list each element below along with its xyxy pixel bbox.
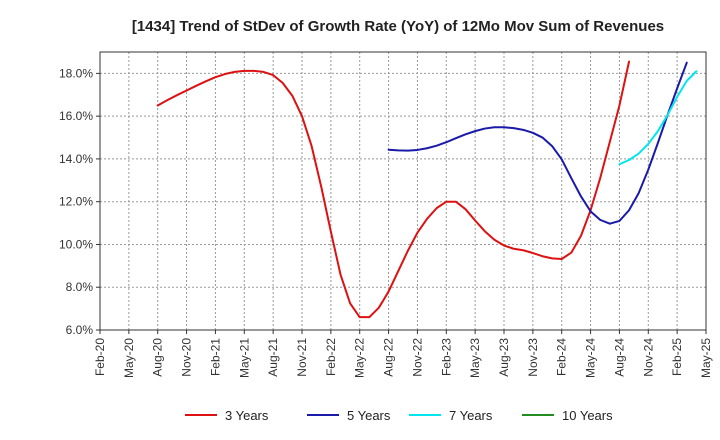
grid [99, 52, 707, 331]
x-tick-label: May-21 [237, 338, 251, 378]
x-tick-label: Feb-22 [324, 338, 338, 376]
y-axis-ticks: 6.0% 8.0% 10.0% 12.0% 14.0% 16.0% 18.0% [59, 66, 100, 337]
legend-label-10-years: 10 Years [562, 408, 613, 423]
x-axis-ticks: Feb-20 May-20 Aug-20 Nov-20 Feb-21 May-21 Aug-… [93, 330, 713, 378]
y-tick-label: 10.0% [59, 237, 93, 251]
x-tick-label: Aug-22 [382, 338, 396, 377]
x-tick-label: May-20 [122, 338, 136, 378]
x-tick-label: Feb-20 [93, 338, 107, 376]
x-tick-label: Nov-21 [295, 338, 309, 377]
legend: 3 Years 5 Years 7 Years 10 Years [185, 408, 613, 423]
y-tick-label: 14.0% [59, 152, 93, 166]
x-tick-label: Aug-21 [266, 338, 280, 377]
plot-frame [99, 51, 707, 331]
x-tick-label: Aug-23 [497, 338, 511, 377]
x-tick-label: Nov-24 [641, 338, 655, 377]
legend-label-3-years: 3 Years [225, 408, 269, 423]
x-tick-label: Nov-20 [180, 338, 194, 377]
y-tick-label: 16.0% [59, 109, 93, 123]
x-tick-label: May-23 [468, 338, 482, 378]
x-tick-label: Feb-25 [670, 338, 684, 376]
x-tick-label: Feb-21 [208, 338, 222, 376]
y-tick-label: 12.0% [59, 195, 93, 209]
series-line-5-years [387, 61, 688, 225]
chart-title: [1434] Trend of StDev of Growth Rate (Yo… [132, 18, 664, 35]
series-line-3-years [156, 60, 631, 319]
y-tick-label: 6.0% [66, 323, 94, 337]
y-tick-label: 8.0% [66, 280, 94, 294]
x-tick-label: Nov-23 [526, 338, 540, 377]
x-tick-label: May-25 [699, 338, 713, 378]
y-tick-label: 18.0% [59, 66, 93, 80]
x-tick-label: May-24 [584, 338, 598, 378]
x-tick-label: May-22 [353, 338, 367, 378]
x-tick-label: Feb-24 [555, 338, 569, 376]
x-tick-label: Nov-22 [410, 338, 424, 377]
x-tick-label: Feb-23 [439, 338, 453, 376]
legend-label-5-years: 5 Years [347, 408, 391, 423]
x-tick-label: Aug-20 [151, 338, 165, 377]
x-tick-label: Aug-24 [612, 338, 626, 377]
series-line-7-years [618, 70, 698, 166]
legend-label-7-years: 7 Years [449, 408, 493, 423]
series-lines [156, 60, 698, 319]
